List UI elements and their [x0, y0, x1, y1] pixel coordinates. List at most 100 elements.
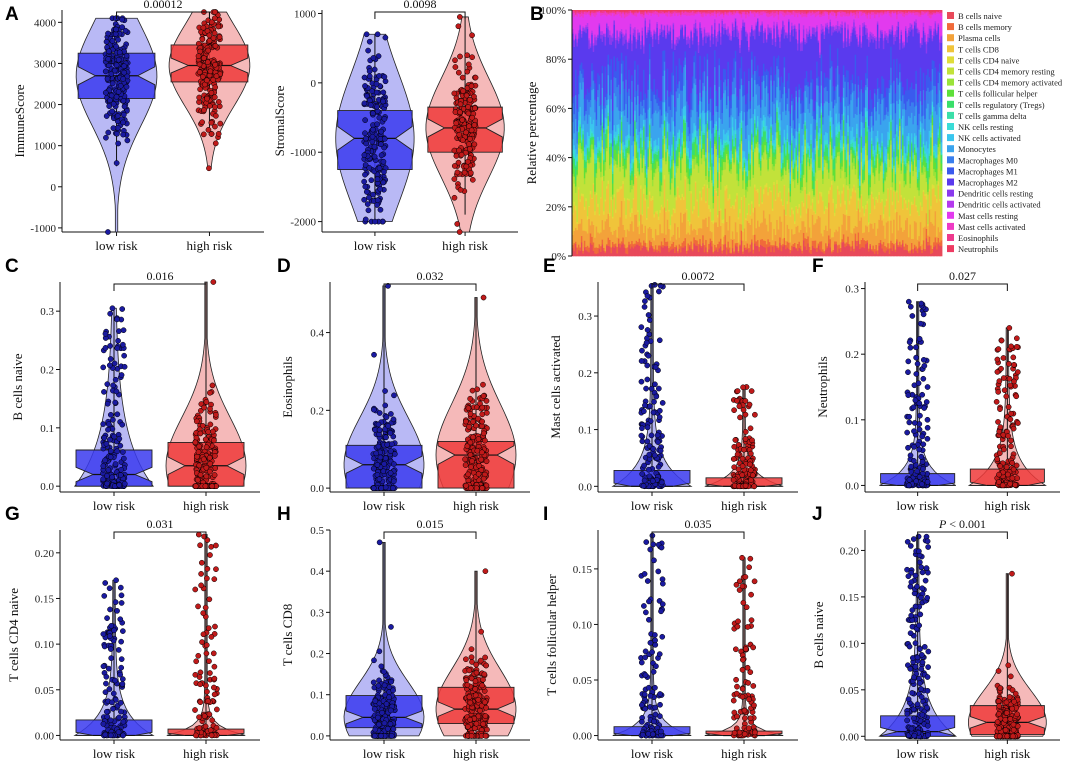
p-value-text: 0.035 — [685, 517, 712, 531]
data-point — [112, 677, 118, 684]
data-point — [362, 216, 369, 223]
data-point — [657, 407, 663, 414]
data-point — [641, 603, 647, 609]
data-point — [103, 134, 109, 141]
data-point — [917, 320, 924, 327]
data-point — [1003, 393, 1010, 400]
data-point — [371, 733, 378, 739]
data-point — [113, 577, 119, 584]
data-point — [371, 66, 378, 73]
data-point — [195, 603, 201, 610]
data-point — [746, 696, 752, 703]
data-point — [118, 708, 124, 715]
data-point — [456, 14, 463, 20]
data-point — [467, 439, 474, 446]
data-point — [996, 733, 1003, 740]
data-point — [464, 68, 471, 75]
data-point — [196, 69, 203, 76]
data-point — [918, 594, 924, 601]
data-point — [214, 706, 220, 713]
data-point — [483, 662, 490, 669]
data-point — [372, 218, 378, 225]
data-point — [120, 732, 126, 739]
data-point — [211, 675, 218, 682]
data-point — [110, 125, 117, 131]
data-point — [116, 714, 123, 721]
y-tick-label: 1000 — [34, 141, 57, 153]
data-point — [115, 337, 121, 344]
data-point — [472, 74, 479, 81]
data-point — [210, 76, 217, 83]
data-point — [1010, 425, 1017, 432]
data-point — [390, 478, 397, 485]
data-point — [644, 293, 651, 299]
data-point — [906, 482, 912, 489]
data-point — [107, 310, 114, 317]
y-tick-label: -1000 — [290, 147, 316, 159]
data-point — [751, 578, 758, 585]
data-point — [465, 110, 472, 117]
data-point — [735, 618, 741, 625]
data-point — [911, 732, 918, 739]
data-point — [912, 640, 919, 647]
y-tick-label: 0.5 — [310, 525, 324, 537]
data-point — [473, 485, 480, 491]
data-point — [206, 454, 213, 461]
data-point — [639, 471, 646, 477]
data-point — [213, 411, 219, 418]
data-point — [639, 702, 645, 708]
data-point — [207, 103, 213, 109]
x-tick-label: low risk — [93, 746, 136, 761]
data-point — [112, 599, 119, 605]
data-point — [905, 369, 911, 376]
data-point — [192, 586, 199, 593]
data-point — [118, 372, 125, 378]
data-point — [195, 449, 202, 455]
data-point — [107, 717, 114, 724]
data-point — [739, 472, 745, 478]
data-point — [117, 472, 124, 478]
data-point — [193, 658, 200, 665]
data-point — [197, 430, 204, 437]
data-point — [468, 733, 475, 739]
data-point — [916, 548, 922, 555]
data-point — [198, 582, 204, 589]
data-point — [110, 101, 117, 107]
data-point — [647, 403, 653, 410]
y-tick-label: 0.1 — [310, 690, 324, 702]
data-point — [653, 663, 659, 670]
significance-bracket — [374, 11, 466, 19]
data-point — [996, 450, 1003, 456]
data-point — [917, 646, 923, 652]
data-point — [641, 691, 648, 698]
data-point — [106, 686, 113, 692]
data-point — [117, 82, 124, 89]
data-point — [1010, 354, 1017, 361]
data-point — [213, 113, 219, 119]
data-point — [919, 712, 926, 718]
data-point — [365, 207, 372, 214]
data-point — [905, 298, 912, 305]
data-point — [482, 733, 489, 739]
data-point — [102, 457, 108, 464]
data-point — [480, 430, 487, 437]
significance-bracket — [383, 531, 477, 539]
significance-bracket — [917, 531, 1008, 539]
data-point — [473, 720, 480, 727]
data-point — [203, 399, 210, 405]
p-value: 0.031 — [147, 517, 174, 531]
data-point — [994, 356, 1001, 363]
data-point — [465, 405, 472, 412]
data-point — [739, 583, 746, 590]
y-tick-label: 0.1 — [578, 425, 592, 437]
data-point — [200, 610, 207, 616]
data-point — [370, 55, 377, 61]
data-point — [921, 644, 928, 650]
data-point — [917, 559, 923, 566]
data-point — [119, 24, 126, 30]
data-point — [478, 628, 485, 635]
data-point — [916, 421, 923, 427]
y-tick-label: 0.4 — [310, 328, 324, 340]
data-point — [923, 533, 930, 540]
data-point — [120, 327, 127, 334]
